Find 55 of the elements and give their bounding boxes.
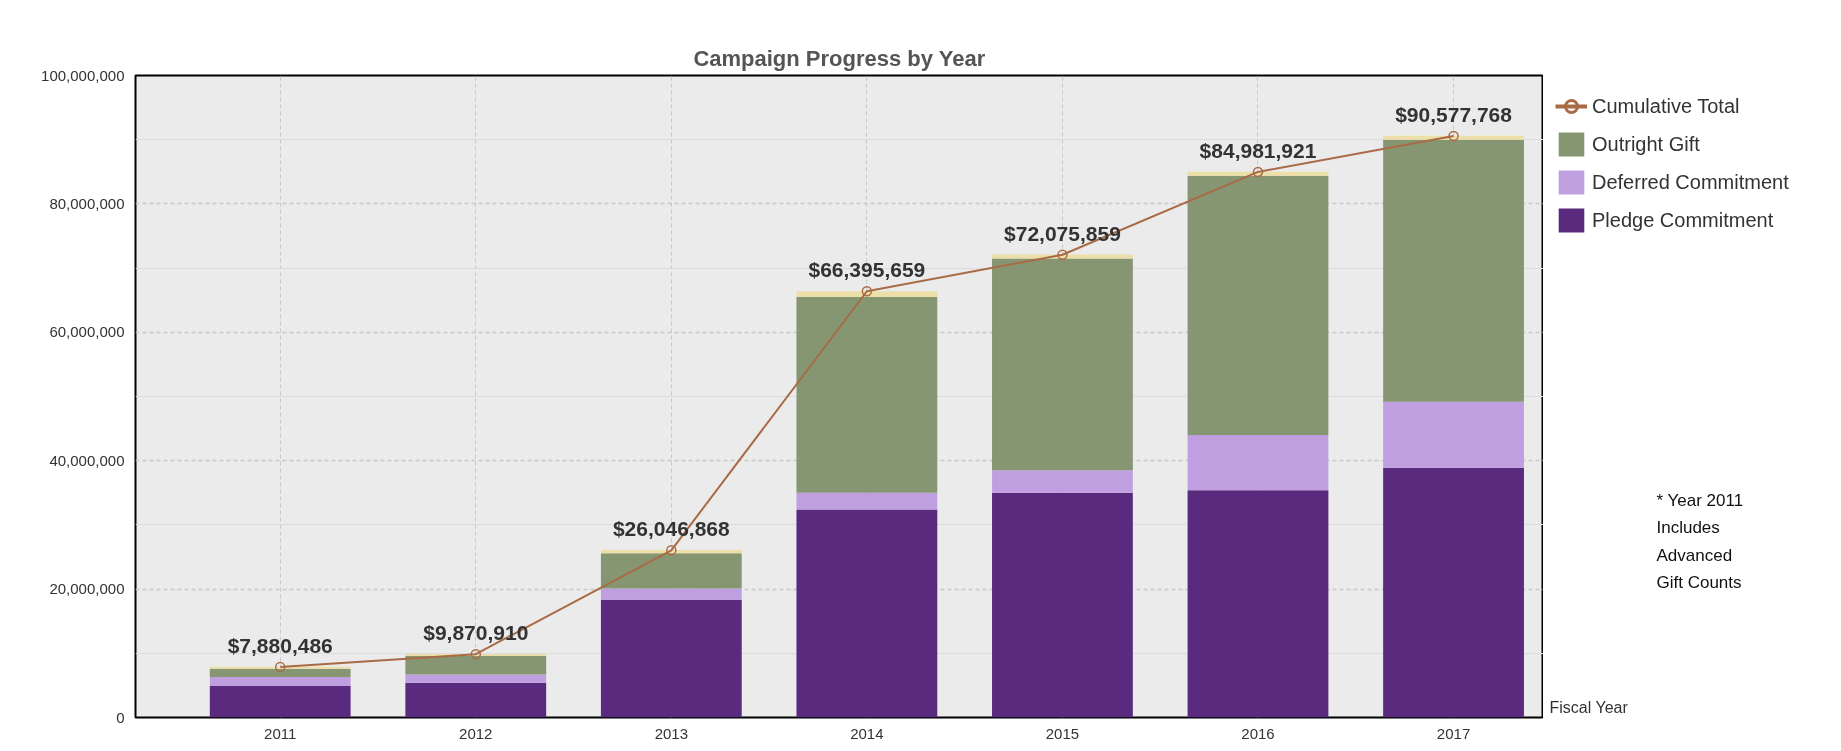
text: * Year 2011 Includes Advanced Gift Counts bbox=[1656, 490, 1744, 593]
bar bbox=[992, 470, 1133, 493]
chart-title: Campaign Progress by Year bbox=[693, 45, 986, 71]
bar bbox=[405, 674, 547, 683]
x-tick-label: 2013 bbox=[654, 724, 689, 742]
legend-label: Pledge Commitment bbox=[1592, 208, 1774, 232]
x-tick-label: 2012 bbox=[459, 724, 493, 742]
bar bbox=[1383, 139, 1524, 402]
data-label: $66,395,659 bbox=[808, 258, 926, 282]
bar bbox=[405, 655, 547, 675]
point bbox=[1252, 166, 1264, 178]
x-tick-label: 2016 bbox=[1241, 724, 1275, 742]
legend-label: Deferred Commitment bbox=[1592, 170, 1789, 194]
point bbox=[1057, 249, 1068, 261]
bar bbox=[796, 291, 938, 297]
bar bbox=[796, 509, 938, 718]
bar bbox=[209, 686, 351, 718]
bar bbox=[209, 668, 351, 678]
y-tick-label: 0 bbox=[116, 708, 125, 726]
bar bbox=[1187, 171, 1329, 176]
bar bbox=[796, 492, 938, 510]
x-tick-label: 2011 bbox=[264, 724, 297, 742]
x-axis-title: Fiscal Year bbox=[1549, 698, 1629, 716]
point bbox=[666, 545, 677, 556]
data-label: $7,880,486 bbox=[227, 633, 333, 657]
point bbox=[1448, 130, 1459, 142]
bar bbox=[992, 258, 1133, 471]
bar bbox=[600, 588, 742, 601]
bar bbox=[405, 682, 547, 718]
bar bbox=[796, 296, 938, 493]
y-tick-label: 40,000,000 bbox=[49, 451, 125, 469]
data-label: $84,981,921 bbox=[1199, 138, 1317, 162]
legend-label: Cumulative Total bbox=[1592, 94, 1740, 118]
bar bbox=[1187, 435, 1329, 491]
x-tick-label: 2017 bbox=[1436, 724, 1471, 742]
x-tick-label: 2014 bbox=[850, 724, 884, 742]
bar bbox=[600, 600, 742, 718]
data-label: $90,577,768 bbox=[1395, 102, 1513, 126]
bar bbox=[1383, 135, 1524, 140]
bar bbox=[992, 492, 1133, 718]
y-tick-label: 60,000,000 bbox=[49, 323, 125, 341]
bar bbox=[1187, 490, 1329, 718]
bar bbox=[1187, 175, 1329, 436]
y-tick-label: 100,000,000 bbox=[41, 66, 125, 84]
bar bbox=[1383, 467, 1524, 718]
bar bbox=[600, 553, 742, 589]
point bbox=[861, 286, 873, 297]
point bbox=[470, 648, 482, 660]
x-tick-label: 2015 bbox=[1045, 724, 1080, 742]
legend-label: Outright Gift bbox=[1592, 132, 1700, 156]
y-tick-label: 80,000,000 bbox=[49, 194, 125, 212]
bar bbox=[1383, 401, 1524, 468]
bar bbox=[209, 677, 351, 687]
y-tick-label: 20,000,000 bbox=[49, 580, 125, 598]
point bbox=[274, 661, 286, 673]
